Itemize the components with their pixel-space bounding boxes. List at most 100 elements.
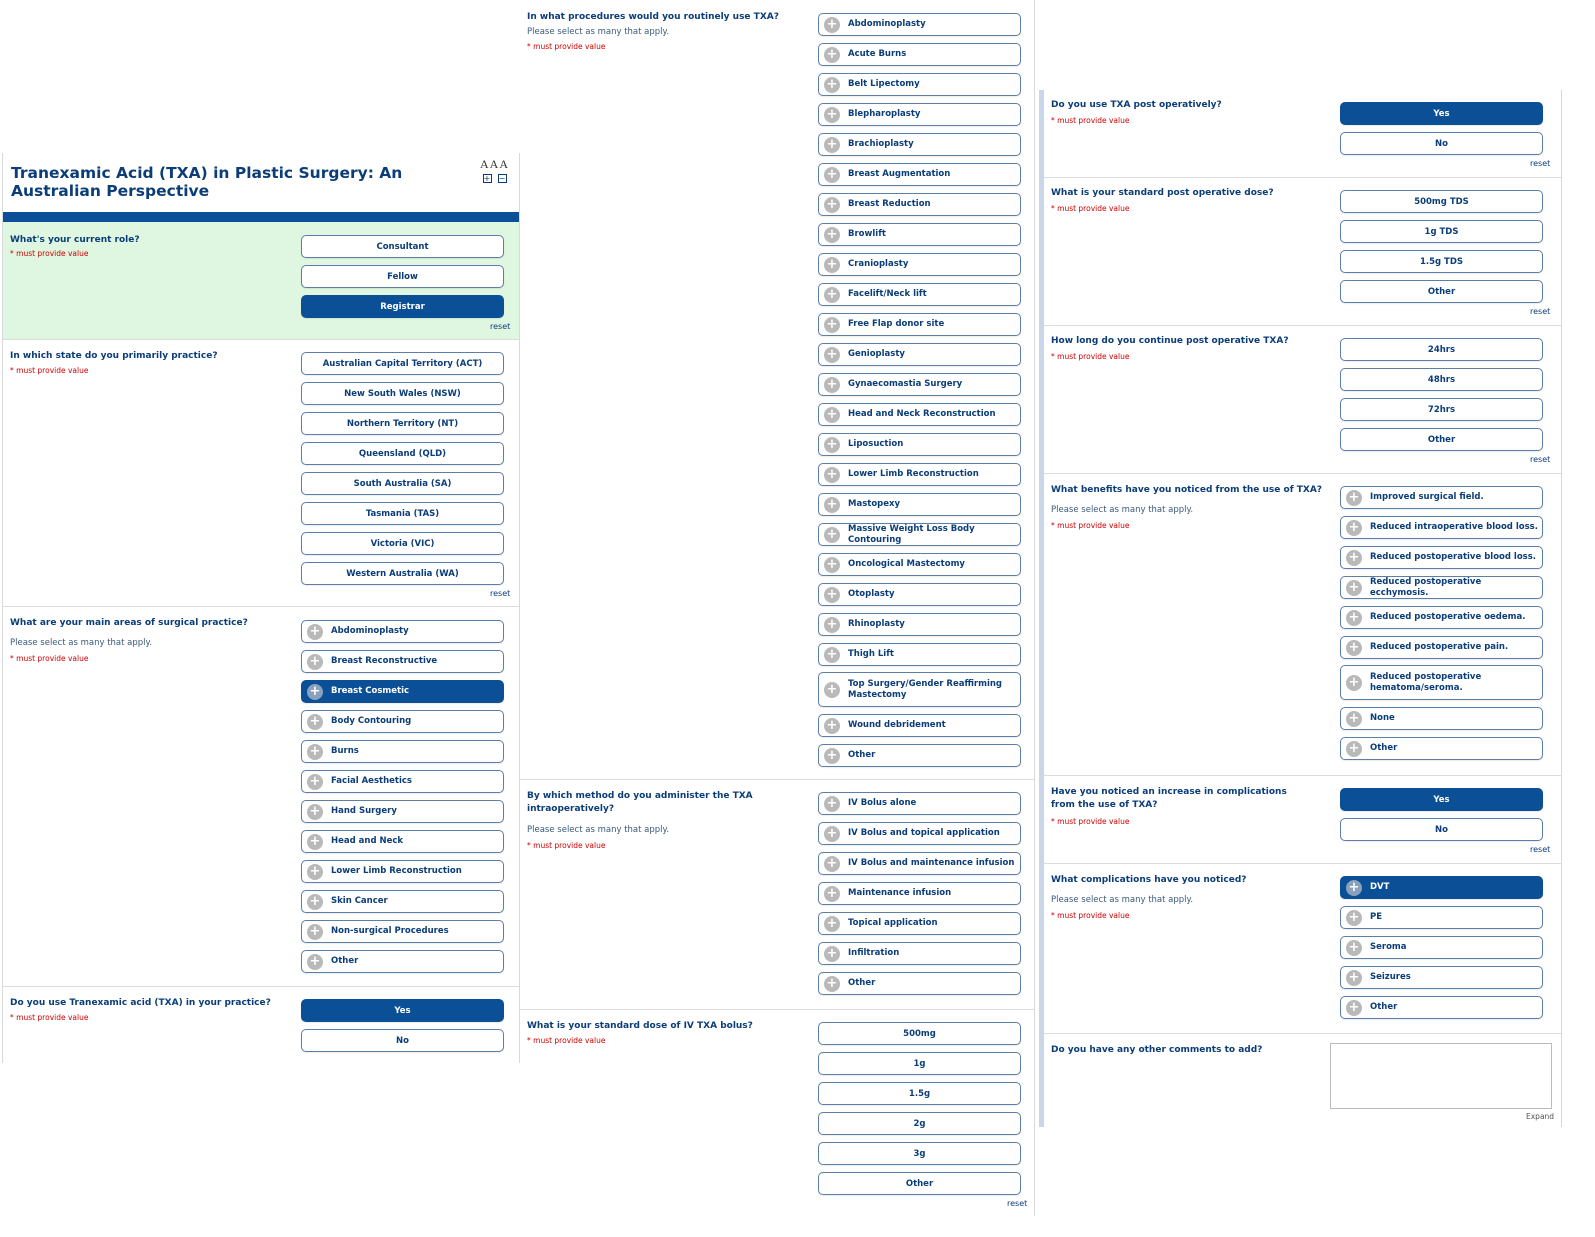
checkbox-option[interactable]: + Facial Aesthetics bbox=[301, 770, 504, 793]
checkbox-option[interactable]: + Other bbox=[818, 744, 1021, 767]
checkbox-option[interactable]: + Other bbox=[818, 972, 1021, 995]
option-button-selected[interactable]: Yes bbox=[1340, 102, 1543, 125]
option-button[interactable]: 3g bbox=[818, 1142, 1021, 1165]
checkbox-option[interactable]: + Free Flap donor site bbox=[818, 313, 1021, 336]
checkbox-option[interactable]: + Abdominoplasty bbox=[301, 620, 504, 643]
checkbox-option[interactable]: + Genioplasty bbox=[818, 343, 1021, 366]
checkbox-option[interactable]: + None bbox=[1340, 707, 1543, 730]
option-button[interactable]: 1.5g TDS bbox=[1340, 250, 1543, 273]
checkbox-option[interactable]: + Reduced postoperative ecchymosis. bbox=[1340, 576, 1543, 599]
reset-link[interactable]: reset bbox=[490, 322, 511, 331]
option-button[interactable]: 48hrs bbox=[1340, 368, 1543, 391]
checkbox-option[interactable]: + Acute Burns bbox=[818, 43, 1021, 66]
option-button[interactable]: Tasmania (TAS) bbox=[301, 502, 504, 525]
checkbox-option[interactable]: + IV Bolus and maintenance infusion bbox=[818, 852, 1021, 875]
checkbox-option[interactable]: + Other bbox=[301, 950, 504, 973]
checkbox-option[interactable]: + Reduced postoperative hematoma/seroma. bbox=[1340, 665, 1543, 700]
checkbox-option[interactable]: + Reduced postoperative oedema. bbox=[1340, 606, 1543, 629]
checkbox-option[interactable]: + Burns bbox=[301, 740, 504, 763]
checkbox-option[interactable]: + Browlift bbox=[818, 223, 1021, 246]
option-button[interactable]: Other bbox=[1340, 428, 1543, 451]
checkbox-option[interactable]: + Blepharoplasty bbox=[818, 103, 1021, 126]
reset-link[interactable]: reset bbox=[1530, 845, 1551, 854]
checkbox-option[interactable]: + Wound debridement bbox=[818, 714, 1021, 737]
option-button[interactable]: Victoria (VIC) bbox=[301, 532, 504, 555]
option-button-selected[interactable]: Yes bbox=[301, 999, 504, 1022]
checkbox-option[interactable]: + Lower Limb Reconstruction bbox=[301, 860, 504, 883]
reset-link[interactable]: reset bbox=[1530, 307, 1551, 316]
checkbox-option[interactable]: + Cranioplasty bbox=[818, 253, 1021, 276]
option-button[interactable]: Western Australia (WA) bbox=[301, 562, 504, 585]
checkbox-option[interactable]: + Facelift/Neck lift bbox=[818, 283, 1021, 306]
reset-link[interactable]: reset bbox=[1007, 1199, 1028, 1208]
checkbox-option[interactable]: + Brachioplasty bbox=[818, 133, 1021, 156]
option-button[interactable]: Queensland (QLD) bbox=[301, 442, 504, 465]
checkbox-option[interactable]: + Abdominoplasty bbox=[818, 13, 1021, 36]
checkbox-option-selected[interactable]: + Breast Cosmetic bbox=[301, 680, 504, 703]
checkbox-option[interactable]: + Otoplasty bbox=[818, 583, 1021, 606]
checkbox-option[interactable]: + Seizures bbox=[1340, 966, 1543, 989]
comments-textarea[interactable] bbox=[1330, 1043, 1552, 1109]
checkbox-option[interactable]: + IV Bolus alone bbox=[818, 792, 1021, 815]
checkbox-option[interactable]: + Breast Augmentation bbox=[818, 163, 1021, 186]
checkbox-option[interactable]: + Liposuction bbox=[818, 433, 1021, 456]
checkbox-option-selected[interactable]: + DVT bbox=[1340, 876, 1543, 899]
checkbox-option[interactable]: + Other bbox=[1340, 737, 1543, 760]
checkbox-option[interactable]: + Other bbox=[1340, 996, 1543, 1019]
option-button[interactable]: 1g TDS bbox=[1340, 220, 1543, 243]
option-button[interactable]: 72hrs bbox=[1340, 398, 1543, 421]
checkbox-option[interactable]: + Lower Limb Reconstruction bbox=[818, 463, 1021, 486]
checkbox-option[interactable]: + Reduced postoperative pain. bbox=[1340, 636, 1543, 659]
checkbox-option[interactable]: + Breast Reconstructive bbox=[301, 650, 504, 673]
option-button[interactable]: Consultant bbox=[301, 235, 504, 258]
option-button[interactable]: No bbox=[1340, 818, 1543, 841]
checkbox-option[interactable]: + Topical application bbox=[818, 912, 1021, 935]
checkbox-option[interactable]: + Oncological Mastectomy bbox=[818, 553, 1021, 576]
checkbox-option[interactable]: + IV Bolus and topical application bbox=[818, 822, 1021, 845]
option-button[interactable]: No bbox=[1340, 132, 1543, 155]
zoom-in-icon[interactable]: + bbox=[482, 174, 492, 183]
checkbox-option[interactable]: + Skin Cancer bbox=[301, 890, 504, 913]
checkbox-option[interactable]: + Body Contouring bbox=[301, 710, 504, 733]
option-button[interactable]: Australian Capital Territory (ACT) bbox=[301, 352, 504, 375]
checkbox-option[interactable]: + Massive Weight Loss Body Contouring bbox=[818, 523, 1021, 546]
checkbox-option[interactable]: + Rhinoplasty bbox=[818, 613, 1021, 636]
option-button[interactable]: Northern Territory (NT) bbox=[301, 412, 504, 435]
checkbox-option[interactable]: + Reduced intraoperative blood loss. bbox=[1340, 516, 1543, 539]
option-button[interactable]: 1g bbox=[818, 1052, 1021, 1075]
checkbox-option[interactable]: + Maintenance infusion bbox=[818, 882, 1021, 905]
checkbox-option[interactable]: + Seroma bbox=[1340, 936, 1543, 959]
option-button[interactable]: South Australia (SA) bbox=[301, 472, 504, 495]
checkbox-option[interactable]: + Improved surgical field. bbox=[1340, 486, 1543, 509]
option-button[interactable]: Other bbox=[818, 1172, 1021, 1195]
checkbox-option[interactable]: + PE bbox=[1340, 906, 1543, 929]
option-button-selected[interactable]: Yes bbox=[1340, 788, 1543, 811]
checkbox-option[interactable]: + Head and Neck bbox=[301, 830, 504, 853]
checkbox-option[interactable]: + Gynaecomastia Surgery bbox=[818, 373, 1021, 396]
checkbox-option[interactable]: + Infiltration bbox=[818, 942, 1021, 965]
expand-link[interactable]: Expand bbox=[1526, 1112, 1555, 1121]
zoom-out-icon[interactable]: − bbox=[497, 174, 507, 183]
checkbox-option[interactable]: + Head and Neck Reconstruction bbox=[818, 403, 1021, 426]
checkbox-option[interactable]: + Hand Surgery bbox=[301, 800, 504, 823]
checkbox-option[interactable]: + Thigh Lift bbox=[818, 643, 1021, 666]
checkbox-option[interactable]: + Belt Lipectomy bbox=[818, 73, 1021, 96]
reset-link[interactable]: reset bbox=[1530, 455, 1551, 464]
option-button[interactable]: 1.5g bbox=[818, 1082, 1021, 1105]
checkbox-option[interactable]: + Top Surgery/Gender Reaffirming Mastecto… bbox=[818, 672, 1021, 707]
option-button[interactable]: New South Wales (NSW) bbox=[301, 382, 504, 405]
checkbox-option[interactable]: + Reduced postoperative blood loss. bbox=[1340, 546, 1543, 569]
option-button-selected[interactable]: Registrar bbox=[301, 295, 504, 318]
font-size-icon[interactable]: AAA bbox=[480, 157, 509, 171]
reset-link[interactable]: reset bbox=[490, 589, 511, 598]
reset-link[interactable]: reset bbox=[1530, 159, 1551, 168]
option-button[interactable]: Fellow bbox=[301, 265, 504, 288]
option-button[interactable]: Other bbox=[1340, 280, 1543, 303]
option-button[interactable]: 500mg bbox=[818, 1022, 1021, 1045]
checkbox-option[interactable]: + Breast Reduction bbox=[818, 193, 1021, 216]
checkbox-option[interactable]: + Non-surgical Procedures bbox=[301, 920, 504, 943]
option-button[interactable]: No bbox=[301, 1029, 504, 1052]
option-button[interactable]: 500mg TDS bbox=[1340, 190, 1543, 213]
checkbox-option[interactable]: + Mastopexy bbox=[818, 493, 1021, 516]
option-button[interactable]: 2g bbox=[818, 1112, 1021, 1135]
